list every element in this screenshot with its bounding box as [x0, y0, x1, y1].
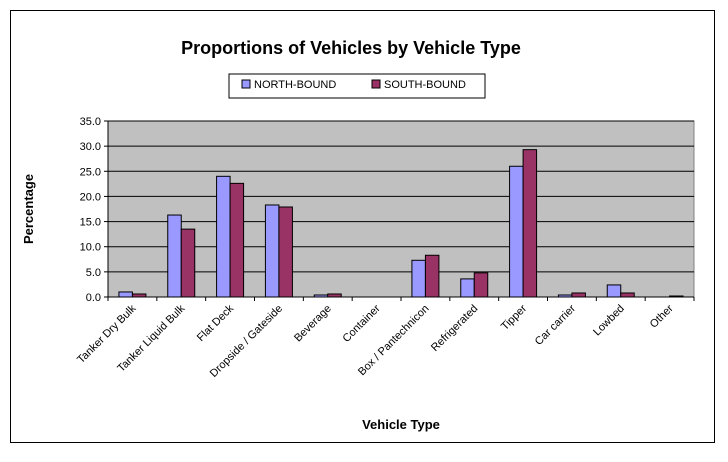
x-axis-title: Vehicle Type	[362, 417, 440, 432]
x-category-label: Lowbed	[591, 303, 627, 339]
x-category-label: Other	[648, 302, 676, 330]
y-axis-title: Percentage	[21, 174, 36, 244]
y-tick-label: 20.0	[80, 191, 101, 203]
bar-north-6	[411, 259, 426, 298]
bar-south-0	[131, 293, 147, 298]
x-category-label: Car carrier	[533, 302, 578, 347]
y-tick-label: 35.0	[80, 116, 101, 128]
x-category-label: Container	[340, 302, 382, 344]
bar-north-7	[460, 278, 475, 298]
legend: NORTH-BOUND SOUTH-BOUND	[228, 73, 486, 99]
legend-swatch-south	[371, 79, 381, 89]
bar-south-11	[669, 295, 684, 298]
y-tick-label: 5.0	[86, 267, 101, 279]
bar-chart: Proportions of Vehicles by Vehicle Type …	[21, 38, 695, 432]
bar-south-1	[180, 228, 196, 298]
bar-north-4	[313, 294, 329, 298]
bar-south-2	[229, 182, 245, 298]
x-category-label: Beverage	[292, 303, 334, 345]
x-category-label: Tipper	[499, 302, 529, 332]
bar-south-4	[327, 293, 342, 298]
x-category-label: Flat Deck	[195, 302, 237, 344]
y-tick-label: 0.0	[86, 292, 101, 304]
bar-south-3	[278, 206, 293, 298]
bar-north-1	[167, 214, 182, 298]
bar-north-9	[557, 294, 573, 298]
bar-north-10	[606, 284, 622, 298]
legend-label-south: SOUTH-BOUND	[384, 79, 466, 91]
chart-title: Proportions of Vehicles by Vehicle Type	[181, 38, 521, 58]
chart-frame: Proportions of Vehicles by Vehicle Type …	[10, 10, 715, 443]
bar-north-8	[509, 165, 524, 298]
legend-swatch-north	[241, 79, 251, 89]
y-tick-label: 10.0	[80, 242, 101, 254]
bar-south-8	[522, 149, 538, 298]
y-tick-label: 25.0	[80, 166, 101, 178]
bar-south-10	[620, 292, 635, 298]
plot-background	[107, 120, 695, 298]
legend-label-north: NORTH-BOUND	[254, 79, 336, 91]
bar-north-2	[216, 175, 231, 298]
y-tick-label: 30.0	[80, 141, 101, 153]
bar-north-3	[264, 204, 280, 298]
bar-south-9	[571, 292, 586, 298]
x-category-label: Refrigerated	[429, 303, 480, 354]
bar-south-6	[424, 254, 440, 298]
bar-south-7	[473, 272, 489, 298]
legend-box	[228, 73, 486, 99]
bar-north-0	[118, 291, 133, 298]
y-tick-label: 15.0	[80, 217, 101, 229]
